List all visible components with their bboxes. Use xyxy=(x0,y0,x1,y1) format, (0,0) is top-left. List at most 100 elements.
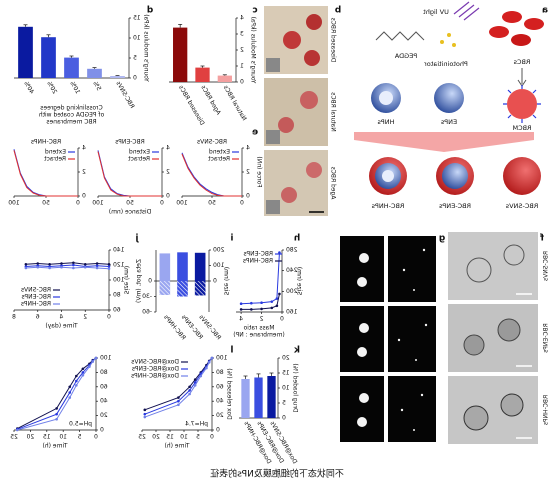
data-point xyxy=(48,262,51,266)
data-point xyxy=(24,266,28,270)
x-tick-label: 20 xyxy=(152,434,160,441)
tem-images xyxy=(448,232,538,444)
x-tick-label: 50 xyxy=(42,200,50,207)
data-point xyxy=(278,251,281,254)
data-point xyxy=(143,408,147,412)
particle xyxy=(497,318,521,342)
data-point xyxy=(193,384,197,387)
panel-label: e xyxy=(252,128,258,138)
data-point xyxy=(250,308,253,311)
axis-label: RBC membranes xyxy=(46,119,96,126)
photo-label: Aged RBCs xyxy=(330,167,337,200)
axis-label: of PEGDA coated with xyxy=(39,112,105,119)
data-point xyxy=(193,381,197,384)
legend-label: RBC-HNPs xyxy=(243,258,273,265)
legend-label: Dox@RBC-HNPs xyxy=(131,373,179,380)
legend-label: Dox@RBC-SNVs xyxy=(131,359,179,366)
x-tick-label: 0 xyxy=(210,434,214,441)
rbc-icon xyxy=(511,34,531,46)
data-point xyxy=(68,396,72,399)
y-tick-label: 1 xyxy=(240,63,244,70)
arrow xyxy=(517,68,527,87)
schematic-label: Photoinitiator xyxy=(424,60,468,68)
axis-label: Time (h) xyxy=(164,443,190,450)
cell xyxy=(281,187,297,203)
data-point xyxy=(250,301,253,305)
data-point xyxy=(177,399,180,403)
zoom-image xyxy=(340,306,384,372)
y-tick-label: 0 xyxy=(240,79,244,86)
pegda-structure xyxy=(375,31,425,41)
x-tick-label: 0 xyxy=(160,200,164,207)
data-point xyxy=(207,361,211,364)
x-tick-label: 10 xyxy=(59,434,67,441)
y-tick-label: 2 xyxy=(166,169,170,176)
data-line xyxy=(241,252,280,305)
micrographs xyxy=(264,6,328,216)
data-point xyxy=(75,384,78,387)
panel-label: g xyxy=(439,234,445,244)
bar xyxy=(41,37,56,78)
particle xyxy=(463,405,489,431)
chart-title: RBC-SNVs xyxy=(197,139,227,146)
chart-title: RBC-ENPs xyxy=(115,139,144,146)
legend-label: RBC-ENPs xyxy=(244,251,273,258)
data-point xyxy=(83,262,87,266)
data-point xyxy=(24,262,28,266)
y-tick-label: 15 xyxy=(282,370,290,377)
axis-label: Force (nN) xyxy=(256,156,263,187)
schematic-label: RBCs xyxy=(513,58,530,66)
y-tick-label: 10 xyxy=(282,385,290,392)
data-point xyxy=(94,356,98,360)
y-tick-label: 20 xyxy=(100,412,108,419)
fluor-image xyxy=(388,236,436,302)
hatch-overlay xyxy=(159,281,171,295)
data-point xyxy=(270,306,274,310)
axis-label: Crosslinking degrees xyxy=(40,105,102,112)
schematic-label: RBCM xyxy=(512,124,531,132)
y-tick-label: 4 xyxy=(82,145,86,152)
schematic-label: RBC-ENPs xyxy=(438,202,471,210)
data-point xyxy=(91,360,95,363)
product-core xyxy=(442,163,468,189)
inset xyxy=(266,58,280,72)
protein-icons xyxy=(503,85,541,123)
data-point xyxy=(75,374,78,378)
particle xyxy=(500,393,524,417)
photo-label: Diseased RBCs xyxy=(330,18,337,63)
x-tick-label: 6 xyxy=(36,314,40,321)
mirrored-figure: RBCs RBCM UV light PEGDA Photoinitiator … xyxy=(8,1,550,480)
y-tick-label: 15 xyxy=(133,15,141,22)
data-point xyxy=(177,403,180,407)
y-tick-label: 200 xyxy=(286,288,298,295)
legend-label: RBC-ENPs xyxy=(22,294,51,301)
process-arrow xyxy=(354,132,534,152)
y-tick-label: 0 xyxy=(213,278,217,285)
panel-label: d xyxy=(147,6,153,16)
axis-label: Size (nm) xyxy=(123,266,130,295)
x-tick-label: 8 xyxy=(12,314,16,321)
panel-label: b xyxy=(334,6,341,16)
hnp-core xyxy=(379,91,393,105)
data-point xyxy=(193,378,197,381)
y-tick-label: 0 xyxy=(166,193,170,200)
y-tick-label: 200 xyxy=(213,247,225,254)
fluor-dots xyxy=(357,248,428,431)
photoinitiator-icon xyxy=(452,43,456,47)
particle xyxy=(503,244,525,266)
data-point xyxy=(55,417,58,421)
data-point xyxy=(81,367,85,371)
x-tick-label: 0 xyxy=(240,200,244,207)
y-tick-label: 2 xyxy=(246,169,250,176)
y-tick-label: 5 xyxy=(133,55,137,62)
data-point xyxy=(177,396,180,399)
image-label: RBC-SNVs xyxy=(543,251,550,281)
legend-label: Dox@RBC-ENPs xyxy=(132,366,179,373)
data-point xyxy=(60,265,63,269)
data-point xyxy=(72,263,75,267)
panel-label: a xyxy=(542,6,548,16)
image-label: RBC-HNPs xyxy=(543,395,550,425)
data-point xyxy=(210,356,214,360)
data-point xyxy=(260,301,263,305)
axis-label: Young's Modulus (kPa) xyxy=(250,17,257,85)
